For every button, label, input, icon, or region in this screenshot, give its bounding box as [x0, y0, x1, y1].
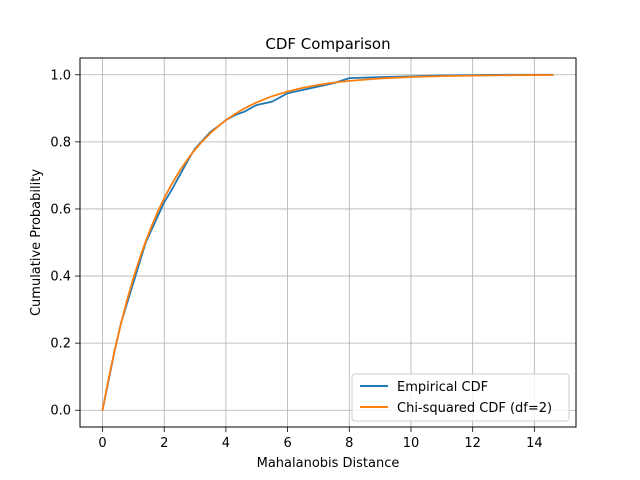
legend-label-empirical: Empirical CDF [397, 380, 488, 395]
y-tick-label: 1.0 [50, 68, 71, 83]
series-line-chi-squared [101, 74, 554, 412]
legend-label-chi-squared: Chi-squared CDF (df=2) [397, 401, 552, 416]
legend-box [351, 373, 570, 422]
chart-title: CDF Comparison [265, 35, 390, 53]
x-axis-label: Mahalanobis Distance [257, 456, 400, 471]
series-lines [101, 73, 554, 412]
y-tick-label: 0.0 [50, 404, 71, 419]
y-tick-label: 0.8 [50, 135, 71, 150]
x-tick-label: 2 [160, 436, 168, 451]
y-tick-label: 0.4 [50, 270, 71, 285]
y-axis-label: Cumulative Probability [29, 169, 44, 316]
x-tick-label: 8 [345, 436, 353, 451]
x-tick-label: 10 [403, 436, 420, 451]
y-tick-label: 0.6 [50, 202, 71, 217]
x-tick-label: 0 [98, 436, 106, 451]
y-ticks: 0.0 0.2 0.4 0.6 0.8 1.0 [50, 68, 80, 419]
x-tick-label: 12 [464, 436, 481, 451]
legend: Empirical CDF Chi-squared CDF (df=2) [351, 373, 570, 422]
axes-frame [79, 57, 577, 428]
x-tick-label: 6 [283, 436, 291, 451]
x-tick-label: 4 [222, 436, 230, 451]
x-ticks: 0 2 4 6 8 10 12 14 [98, 427, 543, 451]
x-tick-label: 14 [526, 436, 543, 451]
y-tick-label: 0.2 [50, 337, 71, 352]
